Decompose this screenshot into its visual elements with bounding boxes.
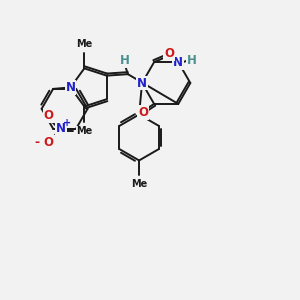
Text: O: O <box>44 109 54 122</box>
Text: Me: Me <box>76 39 92 49</box>
Text: O: O <box>164 47 174 60</box>
Text: H: H <box>120 54 130 68</box>
Text: N: N <box>56 122 66 135</box>
Text: O: O <box>44 136 54 149</box>
Text: O: O <box>138 106 148 119</box>
Text: +: + <box>63 118 71 128</box>
Text: N: N <box>65 81 76 94</box>
Text: H: H <box>187 54 196 67</box>
Text: -: - <box>34 136 40 149</box>
Text: Me: Me <box>76 126 92 136</box>
Text: N: N <box>173 56 183 69</box>
Text: Me: Me <box>131 179 147 189</box>
Text: N: N <box>137 76 147 89</box>
